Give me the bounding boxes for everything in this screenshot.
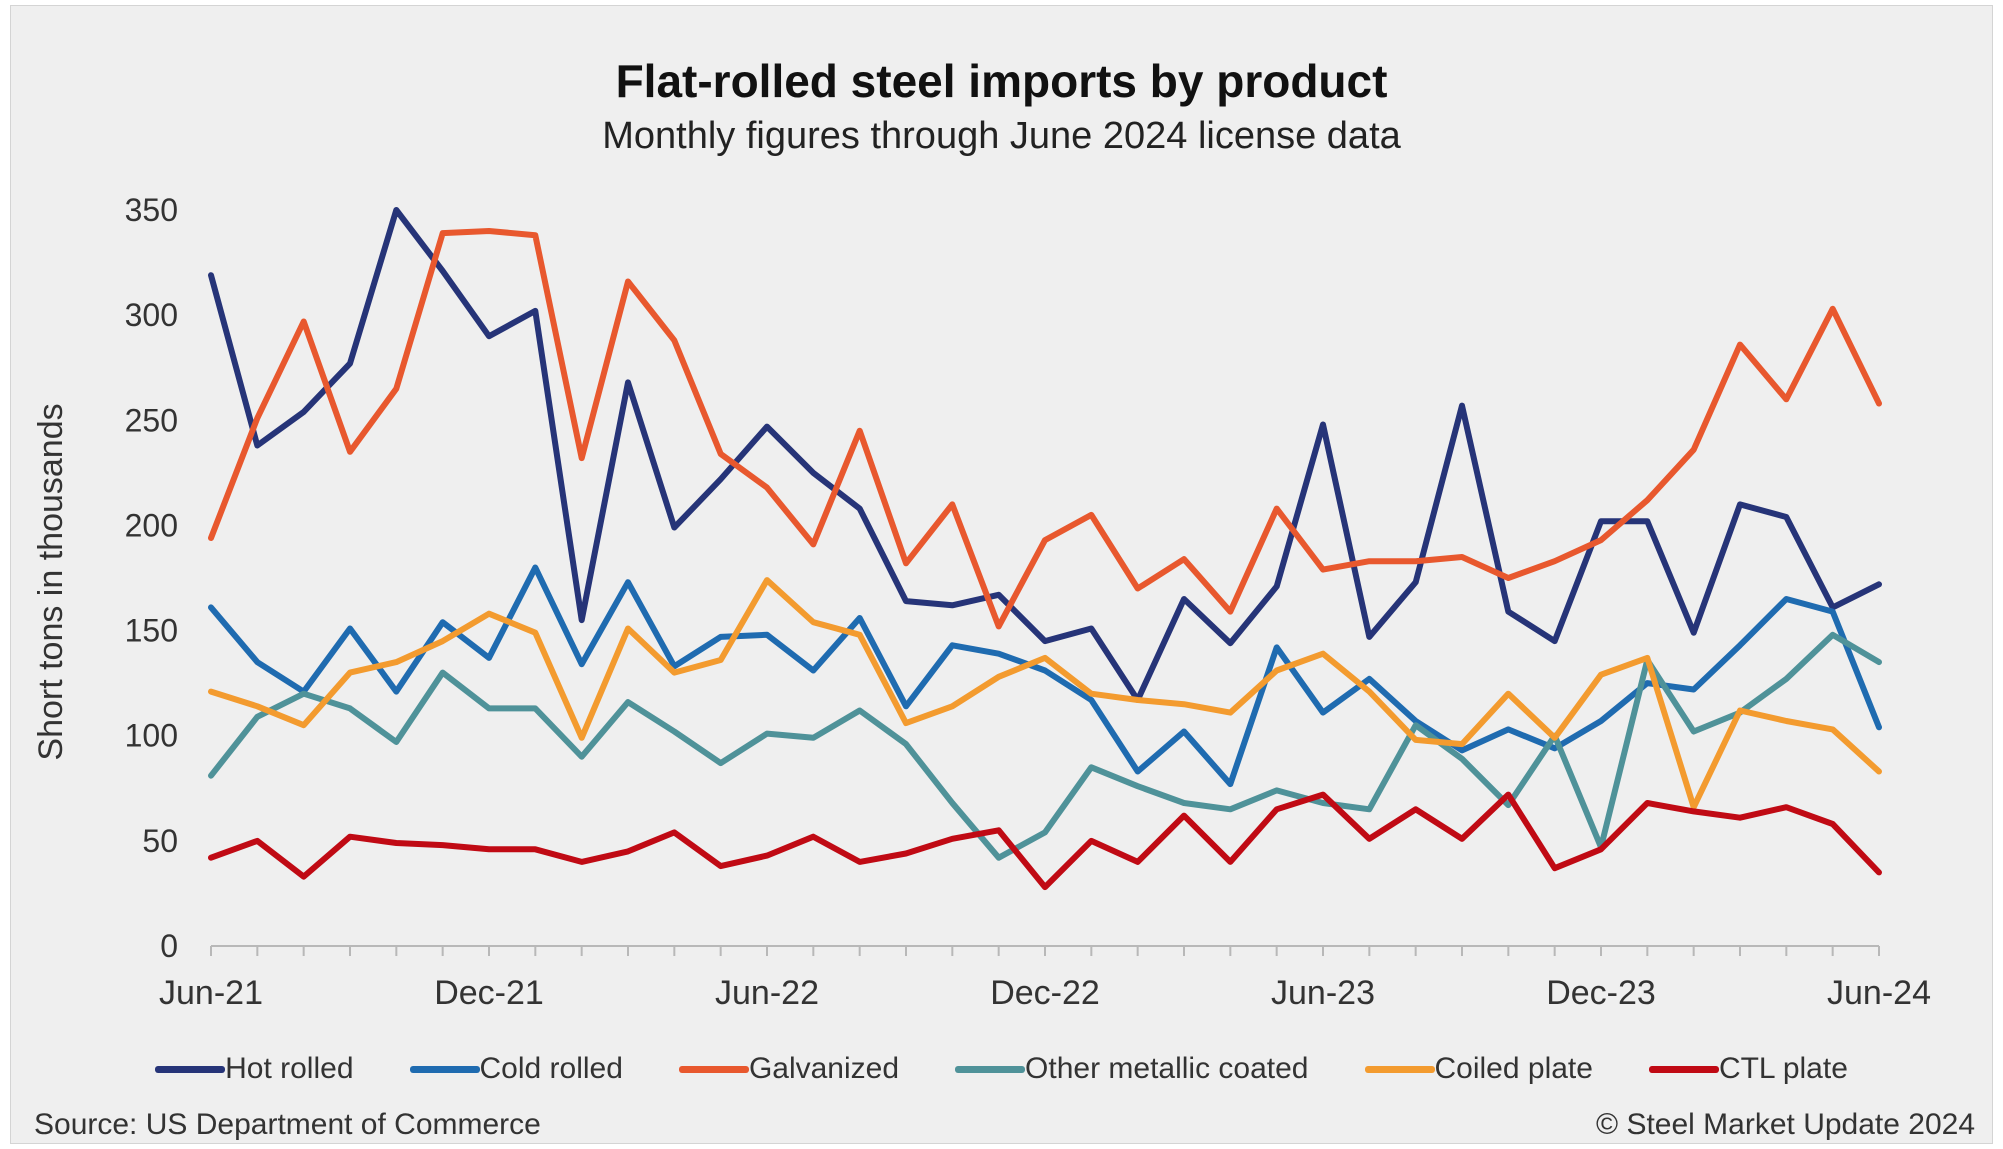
chart-background: [10, 5, 1993, 1144]
legend-label: Coiled plate: [1434, 1052, 1593, 1085]
y-tick-label: 0: [160, 928, 178, 964]
y-tick-label: 100: [125, 718, 178, 754]
legend-label: Other metallic coated: [1025, 1052, 1309, 1085]
x-tick-label: Dec-22: [990, 974, 1100, 1012]
legend: Hot rolled Cold rolled Galvanized Other met…: [0, 1052, 2003, 1086]
x-axis: Jun-21 Dec-21 Jun-22 Dec-22 Jun-23 Dec-23 Jun-…: [159, 945, 1931, 1012]
chart-subtitle: Monthly figures through June 2024 licens…: [602, 115, 1401, 157]
series-line-cold-rolled: [208, 564, 1882, 788]
series-line-galvanized: [208, 228, 1882, 630]
x-tick-label: Jun-23: [1271, 974, 1375, 1012]
series-line-coiled-plate: [208, 577, 1882, 811]
source-note: Source: US Department of Commerce: [34, 1108, 541, 1141]
y-axis-label: Short tons in thousands: [32, 403, 70, 760]
legend-swatch: [1648, 1065, 1719, 1073]
x-tick-label: Jun-22: [715, 974, 819, 1012]
x-tick-label: Jun-24: [1827, 974, 1931, 1012]
legend-label: CTL plate: [1718, 1052, 1848, 1085]
line-chart: 0 50 100 150 200 250 300 350 Jun-21 Dec-21 Jun-22…: [32, 192, 1931, 1012]
y-tick-label: 200: [125, 507, 178, 543]
legend-swatch: [1364, 1065, 1435, 1073]
legend-label: Galvanized: [748, 1052, 900, 1085]
chart-title: Flat-rolled steel imports by product: [615, 55, 1388, 107]
legend-swatch: [155, 1065, 226, 1073]
y-tick-label: 300: [125, 297, 178, 333]
y-axis-ticks: 0 50 100 150 200 250 300 350: [125, 192, 178, 964]
legend-swatch: [409, 1065, 480, 1073]
legend-item-cold-rolled: Cold rolled: [409, 1052, 623, 1086]
legend-item-coiled-plate: Coiled plate: [1364, 1052, 1593, 1086]
legend-swatch: [955, 1065, 1026, 1073]
legend-item-galvanized: Galvanized: [678, 1052, 900, 1086]
x-tick-label: Jun-21: [159, 974, 263, 1012]
legend-item-hot-rolled: Hot rolled: [155, 1052, 354, 1086]
x-tick-label: Dec-21: [434, 974, 544, 1012]
series-line-hot-rolled: [208, 207, 1882, 703]
y-tick-label: 350: [125, 192, 178, 228]
y-tick-label: 150: [125, 613, 178, 649]
series-line-ctl-plate: [208, 791, 1882, 891]
legend-label: Cold rolled: [479, 1052, 623, 1085]
y-tick-label: 250: [125, 402, 178, 438]
legend-swatch: [678, 1065, 749, 1073]
legend-item-other-metallic-coated: Other metallic coated: [955, 1052, 1309, 1086]
copyright-note: © Steel Market Update 2024: [1596, 1108, 1975, 1141]
series-lines: [208, 207, 1882, 891]
legend-label: Hot rolled: [225, 1052, 354, 1085]
x-tick-label: Dec-23: [1546, 974, 1656, 1012]
legend-item-ctl-plate: CTL plate: [1648, 1052, 1848, 1086]
y-tick-label: 50: [142, 823, 178, 859]
